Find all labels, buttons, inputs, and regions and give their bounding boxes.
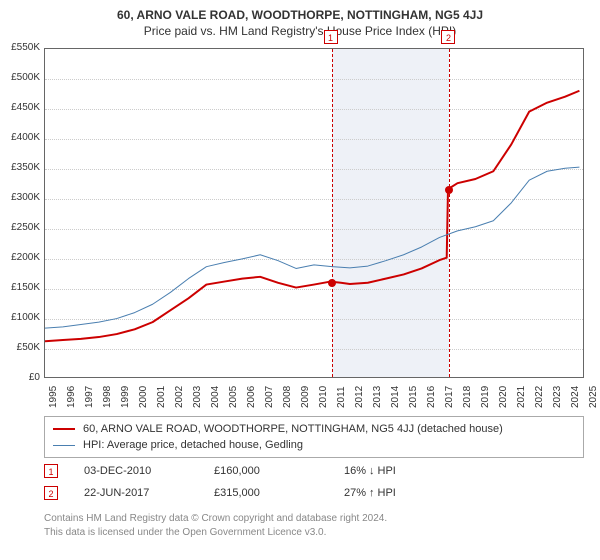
sale-marker-1: 1: [324, 30, 338, 44]
x-tick-label: 2025: [588, 386, 599, 408]
x-tick-label: 2016: [426, 386, 437, 408]
sale-row: 2 22-JUN-2017£315,00027%↑HPI: [44, 482, 584, 504]
x-tick-label: 2000: [138, 386, 149, 408]
footer: Contains HM Land Registry data © Crown c…: [44, 512, 584, 540]
x-tick-label: 1999: [120, 386, 131, 408]
footer-line-1: Contains HM Land Registry data © Crown c…: [44, 512, 584, 526]
x-tick-label: 2012: [354, 386, 365, 408]
arrow-up-icon: ↑: [369, 487, 375, 499]
x-tick-label: 2004: [210, 386, 221, 408]
arrow-down-icon: ↓: [369, 465, 375, 477]
x-tick-label: 2005: [228, 386, 239, 408]
x-tick-label: 2003: [192, 386, 203, 408]
sale-date: 03-DEC-2010: [84, 465, 214, 477]
x-tick-label: 1997: [84, 386, 95, 408]
chart-container: 60, ARNO VALE ROAD, WOODTHORPE, NOTTINGH…: [0, 0, 600, 560]
y-tick-label: £350K: [4, 162, 40, 173]
x-tick-label: 2013: [372, 386, 383, 408]
sale-dot-1: [328, 279, 336, 287]
y-tick-label: £450K: [4, 102, 40, 113]
y-tick-label: £150K: [4, 282, 40, 293]
x-tick-label: 1995: [48, 386, 59, 408]
x-tick-label: 2021: [516, 386, 527, 408]
x-tick-label: 2023: [552, 386, 563, 408]
legend-label: 60, ARNO VALE ROAD, WOODTHORPE, NOTTINGH…: [83, 421, 503, 437]
x-tick-label: 2009: [300, 386, 311, 408]
y-tick-label: £300K: [4, 192, 40, 203]
sale-marker-2: 2: [441, 30, 455, 44]
sale-pct: 16%↓HPI: [344, 465, 474, 477]
y-tick-label: £250K: [4, 222, 40, 233]
legend-item: HPI: Average price, detached house, Gedl…: [53, 437, 575, 453]
legend-label: HPI: Average price, detached house, Gedl…: [83, 437, 303, 453]
legend: 60, ARNO VALE ROAD, WOODTHORPE, NOTTINGH…: [44, 416, 584, 458]
x-tick-label: 2022: [534, 386, 545, 408]
y-tick-label: £550K: [4, 42, 40, 53]
x-tick-label: 2006: [246, 386, 257, 408]
chart-subtitle: Price paid vs. HM Land Registry's House …: [0, 22, 600, 42]
x-tick-label: 2017: [444, 386, 455, 408]
x-tick-label: 1996: [66, 386, 77, 408]
sale-row-marker: 2: [44, 486, 58, 500]
x-tick-label: 2014: [390, 386, 401, 408]
x-tick-label: 2024: [570, 386, 581, 408]
x-tick-label: 2015: [408, 386, 419, 408]
sale-price: £160,000: [214, 465, 344, 477]
x-tick-label: 2020: [498, 386, 509, 408]
y-tick-label: £200K: [4, 252, 40, 263]
series-hpi: [45, 167, 579, 328]
y-tick-label: £400K: [4, 132, 40, 143]
x-tick-label: 2002: [174, 386, 185, 408]
x-tick-label: 2001: [156, 386, 167, 408]
series-property: [45, 91, 579, 341]
sale-dot-2: [445, 186, 453, 194]
x-tick-label: 2010: [318, 386, 329, 408]
sale-row-marker: 1: [44, 464, 58, 478]
footer-line-2: This data is licensed under the Open Gov…: [44, 526, 584, 540]
sale-date: 22-JUN-2017: [84, 487, 214, 499]
sale-row: 1 03-DEC-2010£160,00016%↓HPI: [44, 460, 584, 482]
plot-region: [44, 48, 584, 378]
y-tick-label: £0: [4, 372, 40, 383]
x-tick-label: 2007: [264, 386, 275, 408]
sale-price: £315,000: [214, 487, 344, 499]
chart-title: 60, ARNO VALE ROAD, WOODTHORPE, NOTTINGH…: [0, 0, 600, 22]
x-tick-label: 1998: [102, 386, 113, 408]
sale-pct: 27%↑HPI: [344, 487, 474, 499]
x-tick-label: 2018: [462, 386, 473, 408]
x-tick-label: 2011: [336, 386, 347, 408]
sales-table: 1 03-DEC-2010£160,00016%↓HPI 2 22-JUN-2017£…: [44, 460, 584, 504]
y-tick-label: £100K: [4, 312, 40, 323]
chart-area: £0 £50K £100K £150K £200K £250K £300K £350K £400…: [0, 44, 600, 409]
y-tick-label: £500K: [4, 72, 40, 83]
line-series: [45, 49, 583, 377]
legend-item: 60, ARNO VALE ROAD, WOODTHORPE, NOTTINGH…: [53, 421, 575, 437]
x-tick-label: 2019: [480, 386, 491, 408]
legend-swatch: [53, 428, 75, 430]
x-tick-label: 2008: [282, 386, 293, 408]
legend-swatch: [53, 445, 75, 446]
y-tick-label: £50K: [4, 342, 40, 353]
